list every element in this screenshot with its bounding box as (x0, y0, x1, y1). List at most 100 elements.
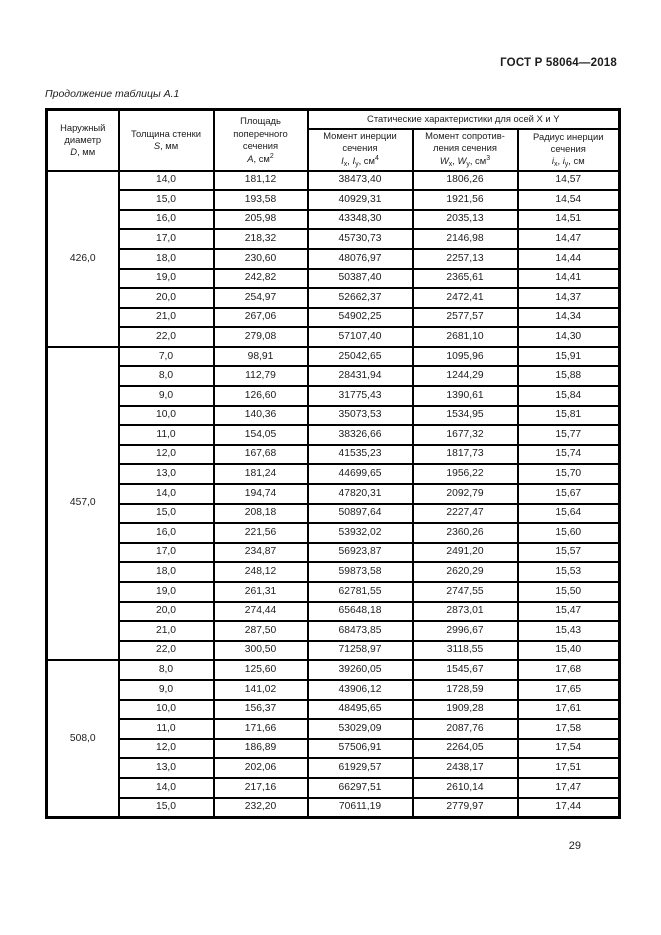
radius-of-gyration-cell: 15,84 (516, 385, 621, 407)
radius-of-gyration-cell: 15,50 (516, 581, 621, 603)
moment-of-inertia-cell: 38326,66 (306, 424, 414, 446)
wall-thickness-cell: 12,0 (117, 443, 215, 466)
table-row: 11,0 154,05 38326,66 1677,32 15,77 (47, 424, 621, 446)
header-outer-diameter-symbol: D, мм (70, 146, 96, 158)
header-radius-of-gyration-title: Радиус инерции сечения (533, 130, 604, 154)
section-modulus-cell: 2035,13 (411, 208, 519, 231)
header-moment-of-inertia-symbol: Ix, Iy, см4 (341, 155, 379, 169)
moment-of-inertia-cell: 40929,31 (306, 189, 414, 211)
wall-thickness-cell: 13,0 (117, 757, 215, 779)
radius-of-gyration-cell: 15,53 (516, 561, 621, 583)
section-modulus-cell: 2747,55 (411, 581, 519, 603)
moment-of-inertia-cell: 38473,40 (306, 169, 414, 192)
table-row: 18,0 230,60 48076,97 2257,13 14,44 (47, 247, 621, 270)
moment-of-inertia-cell: 47820,31 (306, 483, 414, 505)
table-row: 19,0 242,82 50387,40 2365,61 14,41 (47, 267, 621, 290)
wall-thickness-cell: 22,0 (117, 326, 215, 348)
wall-thickness-cell: 15,0 (117, 502, 215, 525)
table-row: 15,0 232,20 70611,19 2779,97 17,44 (47, 796, 621, 819)
wall-thickness-cell: 13,0 (117, 463, 215, 486)
table-row: 10,0 140,36 35073,53 1534,95 15,81 (47, 404, 621, 427)
section-modulus-cell: 2779,97 (411, 796, 519, 819)
area-cell: 274,44 (212, 600, 309, 623)
wall-thickness-cell: 17,0 (117, 541, 215, 564)
table-header: Наружный диаметр D, мм Толщина стенки S,… (45, 108, 621, 172)
moment-of-inertia-cell: 53932,02 (306, 522, 414, 544)
radius-of-gyration-cell: 17,47 (516, 776, 621, 799)
table-row: 22,0 300,50 71258,97 3118,55 15,40 (47, 639, 621, 662)
table-caption: Продолжение таблицы А.1 (45, 88, 180, 100)
area-cell: 194,74 (212, 483, 309, 505)
wall-thickness-cell: 18,0 (117, 247, 215, 270)
wall-thickness-cell: 10,0 (117, 698, 215, 721)
table-row: 8,0 112,79 28431,94 1244,29 15,88 (47, 365, 621, 388)
table-row: 9,0 126,60 31775,43 1390,61 15,84 (47, 385, 621, 407)
section-modulus-cell: 2264,05 (411, 737, 519, 760)
area-cell: 242,82 (212, 267, 309, 290)
table-row: 426,0 14,0 181,12 38473,40 1806,26 14,57 (45, 169, 621, 348)
radius-of-gyration-cell: 14,47 (516, 228, 621, 250)
header-cross-section-area-title: Площадь поперечного сечения (233, 115, 288, 151)
area-cell: 171,66 (212, 718, 309, 740)
section-modulus-cell: 2365,61 (411, 267, 519, 290)
radius-of-gyration-cell: 15,47 (516, 600, 621, 623)
area-cell: 181,24 (212, 463, 309, 486)
wall-thickness-cell: 12,0 (117, 737, 215, 760)
wall-thickness-cell: 21,0 (117, 306, 215, 329)
moment-of-inertia-cell: 65648,18 (306, 600, 414, 623)
wall-thickness-cell: 8,0 (117, 365, 215, 388)
moment-of-inertia-cell: 57107,40 (306, 326, 414, 348)
area-cell: 154,05 (212, 424, 309, 446)
moment-of-inertia-cell: 50897,64 (306, 502, 414, 525)
table-row: 15,0 208,18 50897,64 2227,47 15,64 (47, 502, 621, 525)
table-row: 17,0 234,87 56923,87 2491,20 15,57 (47, 541, 621, 564)
area-cell: 254,97 (212, 287, 309, 309)
wall-thickness-cell: 14,0 (117, 169, 215, 192)
table-row: 16,0 205,98 43348,30 2035,13 14,51 (47, 208, 621, 231)
section-modulus-cell: 2438,17 (411, 757, 519, 779)
wall-thickness-cell: 11,0 (117, 424, 215, 446)
radius-of-gyration-cell: 15,57 (516, 541, 621, 564)
section-modulus-cell: 2087,76 (411, 718, 519, 740)
section-modulus-cell: 2873,01 (411, 600, 519, 623)
table-row: 17,0 218,32 45730,73 2146,98 14,47 (47, 228, 621, 250)
radius-of-gyration-cell: 14,51 (516, 208, 621, 231)
table-row: 12,0 186,89 57506,91 2264,05 17,54 (47, 737, 621, 760)
wall-thickness-cell: 9,0 (117, 678, 215, 701)
header-row-1: Наружный диаметр D, мм Толщина стенки S,… (45, 108, 621, 172)
table-row: 13,0 181,24 44699,65 1956,22 15,70 (47, 463, 621, 486)
wall-thickness-cell: 18,0 (117, 561, 215, 583)
radius-of-gyration-cell: 14,30 (516, 326, 621, 348)
radius-of-gyration-cell: 17,68 (516, 659, 621, 681)
section-modulus-cell: 2092,79 (411, 483, 519, 505)
radius-of-gyration-cell: 15,40 (516, 639, 621, 662)
header-radius-of-gyration: Радиус инерции сечения ix, iy, см (516, 128, 621, 172)
radius-of-gyration-cell: 15,88 (516, 365, 621, 388)
moment-of-inertia-cell: 41535,23 (306, 443, 414, 466)
table-row: 16,0 221,56 53932,02 2360,26 15,60 (47, 522, 621, 544)
wall-thickness-cell: 15,0 (117, 796, 215, 819)
section-modulus-cell: 2620,29 (411, 561, 519, 583)
page-number: 29 (568, 840, 581, 852)
table-row: 14,0 217,16 66297,51 2610,14 17,47 (47, 776, 621, 799)
area-cell: 279,08 (212, 326, 309, 348)
table-row: 14,0 194,74 47820,31 2092,79 15,67 (47, 483, 621, 505)
table-row: 11,0 171,66 53029,09 2087,76 17,58 (47, 718, 621, 740)
table-row: 508,0 8,0 125,60 39260,05 1545,67 17,68 (45, 659, 621, 819)
table-row: 13,0 202,06 61929,57 2438,17 17,51 (47, 757, 621, 779)
moment-of-inertia-cell: 48076,97 (306, 247, 414, 270)
wall-thickness-cell: 22,0 (117, 639, 215, 662)
section-modulus-cell: 2146,98 (411, 228, 519, 250)
section-modulus-cell: 1909,28 (411, 698, 519, 721)
radius-of-gyration-cell: 15,77 (516, 424, 621, 446)
header-wall-thickness-symbol: S, мм (153, 140, 179, 152)
radius-of-gyration-cell: 15,60 (516, 522, 621, 544)
moment-of-inertia-cell: 57506,91 (306, 737, 414, 760)
section-modulus-cell: 1817,73 (411, 443, 519, 466)
radius-of-gyration-cell: 17,58 (516, 718, 621, 740)
moment-of-inertia-cell: 54902,25 (306, 306, 414, 329)
table-body: 426,0 14,0 181,12 38473,40 1806,26 14,57 15,0 1… (45, 169, 621, 819)
moment-of-inertia-cell: 48495,65 (306, 698, 414, 721)
radius-of-gyration-cell: 17,65 (516, 678, 621, 701)
moment-of-inertia-cell: 43906,12 (306, 678, 414, 701)
